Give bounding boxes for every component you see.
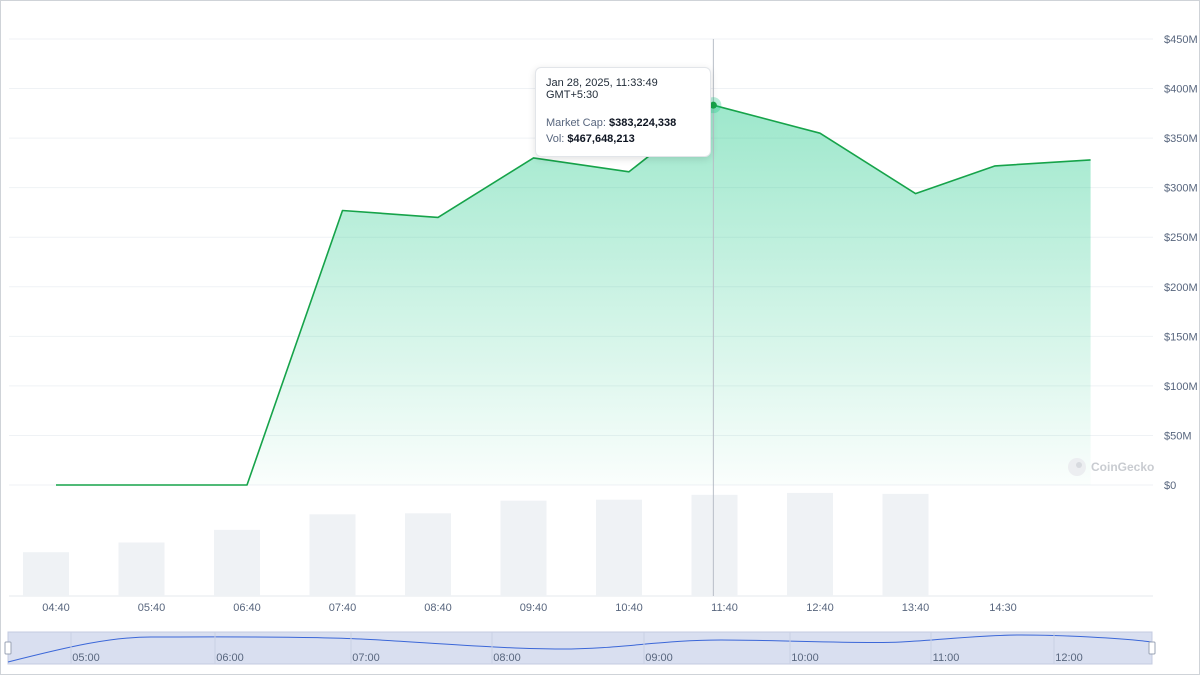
volume-bars bbox=[23, 492, 929, 596]
x-tick-label: 08:40 bbox=[424, 602, 452, 614]
volume-bar bbox=[787, 492, 833, 596]
volume-bar bbox=[118, 542, 165, 596]
tooltip-market-cap-label: Market Cap: bbox=[546, 117, 606, 129]
market-cap-line bbox=[56, 104, 1091, 486]
x-tick-label: 11:40 bbox=[711, 602, 738, 614]
chart-tooltip: Jan 28, 2025, 11:33:49 GMT+5:30 Market C… bbox=[535, 67, 711, 157]
y-tick-label: $250M bbox=[1164, 232, 1198, 244]
navigator-tick-label: 05:00 bbox=[72, 652, 100, 664]
navigator-tick-label: 07:00 bbox=[352, 652, 380, 664]
x-tick-label: 09:40 bbox=[520, 602, 548, 614]
y-axis-ticks: $0 $50M $100M $150M $200M $250M $300M $350M $400… bbox=[1164, 34, 1198, 492]
navigator-left-handle[interactable] bbox=[4, 641, 12, 655]
hover-point bbox=[709, 101, 717, 109]
volume-bar bbox=[23, 552, 69, 596]
y-tick-label: $400M bbox=[1164, 84, 1198, 96]
x-tick-label: 07:40 bbox=[329, 602, 357, 614]
navigator-tick-label: 11:00 bbox=[933, 652, 960, 664]
price-area bbox=[56, 104, 1091, 486]
navigator-tick-label: 12:00 bbox=[1055, 652, 1083, 664]
tooltip-volume-label: Vol: bbox=[546, 133, 565, 145]
y-tick-label: $350M bbox=[1164, 133, 1198, 145]
y-tick-label: $450M bbox=[1164, 34, 1198, 46]
x-tick-label: 04:40 bbox=[42, 602, 70, 614]
navigator-tick-label: 10:00 bbox=[791, 652, 819, 664]
volume-bar bbox=[214, 529, 260, 596]
tooltip-volume-value: $467,648,213 bbox=[567, 133, 635, 145]
coingecko-logo-eye bbox=[1076, 462, 1082, 468]
navigator-tick-label: 08:00 bbox=[493, 652, 521, 664]
x-tick-label: 06:40 bbox=[233, 602, 261, 614]
x-tick-label: 10:40 bbox=[615, 602, 643, 614]
navigator-tick-label: 09:00 bbox=[645, 652, 673, 664]
volume-bar bbox=[309, 514, 356, 596]
y-tick-label: $100M bbox=[1164, 381, 1198, 393]
y-tick-label: $150M bbox=[1164, 331, 1198, 343]
watermark-text: CoinGecko bbox=[1091, 460, 1154, 474]
y-tick-label: $0 bbox=[1164, 480, 1176, 492]
market-cap-area-fill bbox=[56, 105, 1091, 485]
tooltip-market-cap-row: Market Cap: $383,224,338 bbox=[546, 115, 700, 131]
y-tick-label: $200M bbox=[1164, 282, 1198, 294]
navigator-tick-label: 06:00 bbox=[216, 652, 244, 664]
x-tick-label: 05:40 bbox=[138, 602, 166, 614]
x-axis-ticks: 04:40 05:40 06:40 07:40 08:40 09:40 10:40 11:40… bbox=[42, 602, 1017, 614]
y-tick-label: $50M bbox=[1164, 430, 1192, 442]
y-tick-label: $300M bbox=[1164, 183, 1198, 195]
tooltip-market-cap-value: $383,224,338 bbox=[608, 117, 677, 129]
tooltip-date: Jan 28, 2025, 11:33:49 GMT+5:30 bbox=[546, 77, 658, 101]
navigator-line bbox=[7, 634, 1153, 663]
x-tick-label: 14:30 bbox=[989, 602, 1017, 614]
time-navigator[interactable]: 05:00 06:00 07:00 08:00 09:00 10:00 11:00 12:00 bbox=[4, 631, 1156, 665]
tooltip-volume-row: Vol: $467,648,213 bbox=[546, 131, 700, 147]
x-tick-label: 12:40 bbox=[806, 602, 834, 614]
volume-bar bbox=[500, 500, 547, 596]
volume-bar bbox=[596, 499, 642, 596]
volume-bar bbox=[405, 513, 451, 596]
watermark: CoinGecko bbox=[1068, 458, 1154, 476]
volume-bar bbox=[882, 493, 929, 596]
volume-bar bbox=[691, 494, 738, 596]
x-tick-label: 13:40 bbox=[902, 602, 930, 614]
navigator-right-handle[interactable] bbox=[1148, 641, 1156, 655]
